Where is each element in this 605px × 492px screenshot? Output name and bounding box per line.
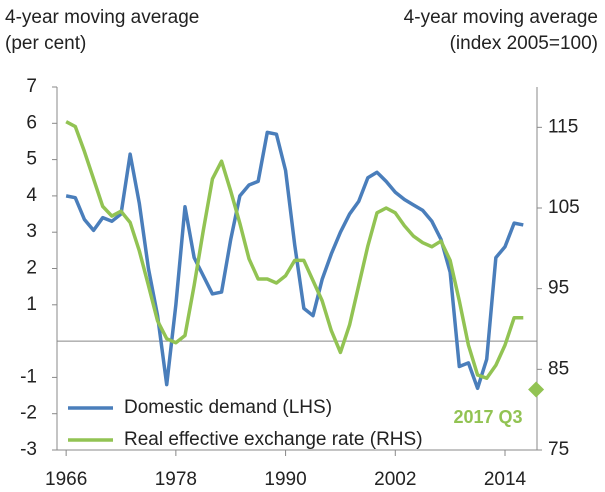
y-tick-label: 4	[26, 185, 37, 206]
y-tick-label: -2	[20, 403, 37, 424]
series-line	[65, 130, 524, 391]
y-tick-label: 3	[26, 221, 37, 242]
left-axis-title: 4-year moving average	[5, 7, 199, 28]
y2-tick-label: 85	[548, 358, 569, 379]
right-axis-title: 4-year moving average	[404, 7, 598, 28]
y-tick-label: 1	[26, 294, 37, 315]
y2-tick-label: 95	[548, 278, 569, 299]
x-tick-label: 1990	[264, 469, 306, 490]
y2-tick-label: 105	[548, 197, 580, 218]
annotation-label: 2017 Q3	[453, 407, 522, 427]
y-tick-label: -3	[20, 439, 37, 460]
y2-tick-label: 75	[548, 439, 569, 460]
y-tick-label: 6	[26, 112, 37, 133]
annotation-marker	[528, 381, 545, 398]
x-tick-label: 1978	[155, 469, 197, 490]
y2-tick-label: 115	[548, 116, 578, 137]
y-tick-label: -1	[20, 366, 37, 387]
y-tick-label: 5	[26, 149, 37, 170]
y-tick-label: 2	[26, 258, 37, 279]
x-tick-label: 2014	[484, 469, 527, 490]
left-axis-title: (per cent)	[5, 33, 86, 54]
legend-label: Real effective exchange rate (RHS)	[124, 429, 423, 450]
x-tick-label: 1966	[45, 469, 87, 490]
series-line	[65, 120, 524, 380]
right-axis-title: (index 2005=100)	[450, 33, 598, 54]
x-tick-label: 2002	[374, 469, 416, 490]
legend-label: Domestic demand (LHS)	[124, 397, 332, 418]
y-tick-label: 7	[26, 76, 37, 97]
